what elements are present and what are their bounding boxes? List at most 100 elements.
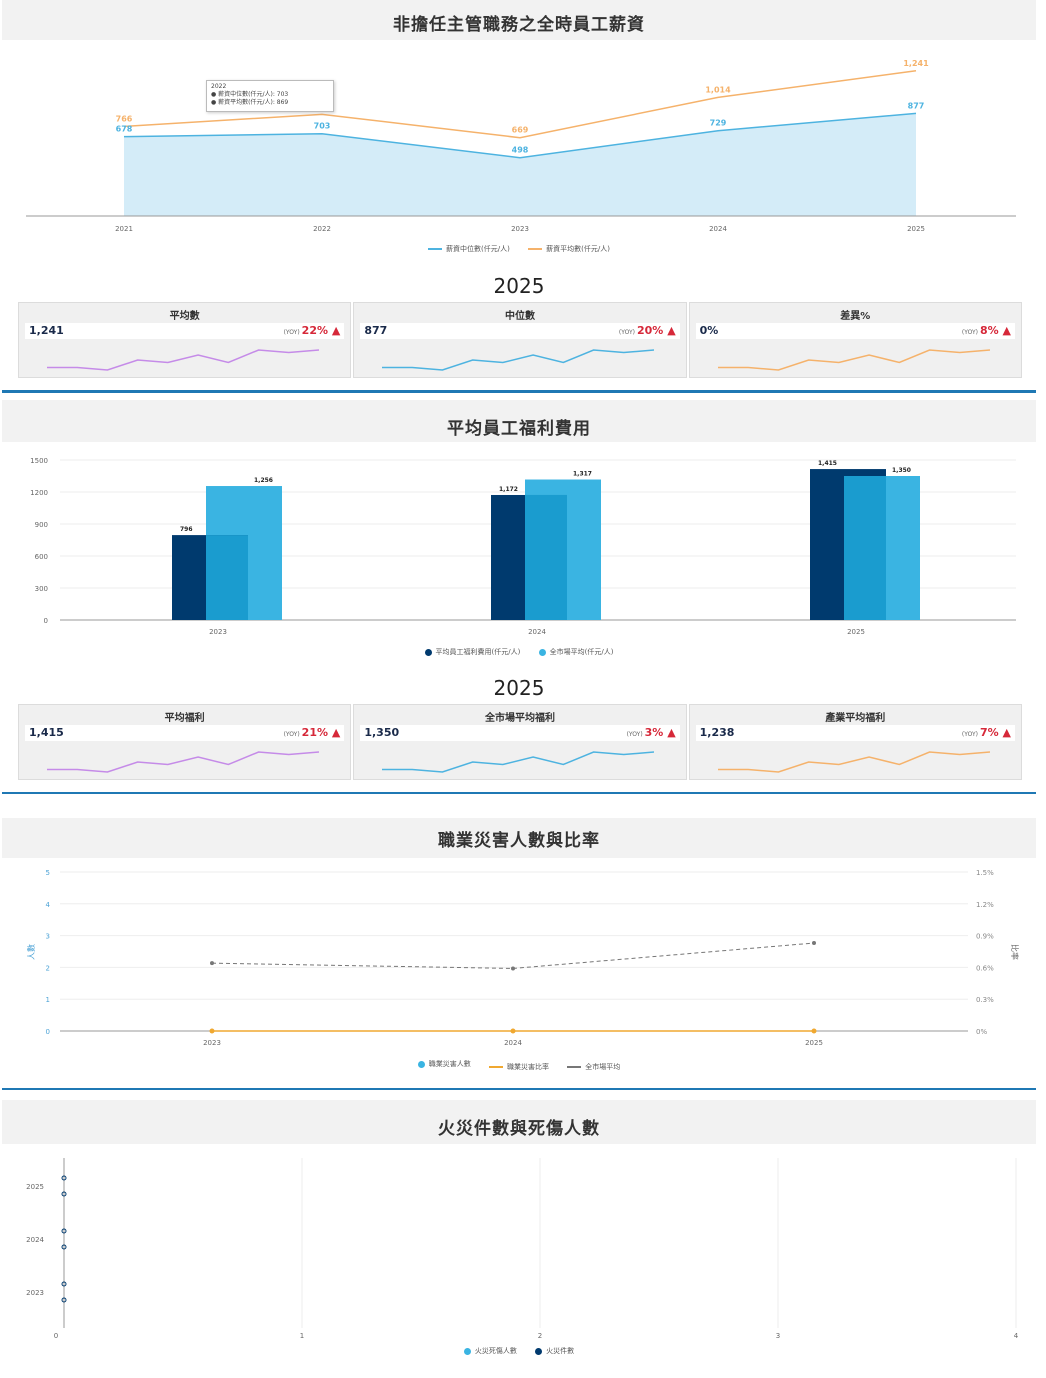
mean-data-label: 1,014	[705, 85, 731, 94]
kpi-value: 1,238	[699, 726, 735, 739]
injury-rate-point	[811, 1028, 817, 1034]
legend-median[interactable]: 薪資中位數(仟元/人)	[428, 244, 510, 254]
market-average-point	[511, 966, 515, 971]
section-divider	[2, 390, 1036, 393]
y-tick-label: 600	[35, 553, 48, 561]
legend-fire-count[interactable]: 火災件數	[535, 1346, 574, 1356]
y-tick-label: 2023	[26, 1289, 44, 1297]
legend-own-welfare[interactable]: 平均員工福利費用(仟元/人)	[424, 647, 520, 657]
own-welfare-data-label: 1,415	[818, 460, 837, 467]
sparkline	[717, 349, 990, 371]
kpi-value: 877	[364, 324, 388, 337]
y-right-tick-label: 1.2%	[976, 901, 994, 909]
fire-casualty-point	[61, 1297, 67, 1303]
welfare-title-band	[2, 400, 1036, 442]
y-left-tick-label: 4	[46, 901, 51, 909]
median-line	[123, 112, 917, 159]
market-welfare-data-label: 1,317	[573, 471, 592, 478]
sparkline-path	[717, 751, 990, 773]
y-left-tick-label: 3	[46, 933, 50, 941]
injury-title-band	[2, 818, 1036, 858]
y-left-tick-label: 0	[46, 1028, 50, 1036]
y-tick-label: 900	[35, 521, 48, 529]
y-tick-label: 2025	[26, 1183, 44, 1191]
market-welfare-data-label: 1,256	[254, 477, 273, 484]
x-tick-label: 2	[538, 1332, 542, 1340]
mean-data-label: 669	[512, 126, 529, 135]
fire-count-point	[61, 1228, 67, 1234]
kpi-yoy: (YOY) 21% ▲	[283, 726, 341, 739]
salary-title: 非擔任主管職務之全時員工薪資	[393, 15, 645, 35]
kpi-yoy: (YOY) 20% ▲	[618, 324, 676, 337]
kpi-label: 差異%	[840, 311, 871, 322]
salary-kpi-cards: 平均數 1,241 (YOY) 22% ▲ 中位數 877 (YOY) 20% ▲ …	[18, 302, 1022, 378]
median-area	[124, 113, 916, 216]
bar-overlap	[206, 535, 248, 620]
salary-year-heading: 2025	[493, 274, 545, 298]
welfare-title: 平均員工福利費用	[447, 419, 591, 439]
kpi-label: 全市場平均福利	[484, 713, 555, 724]
y-tick-label: 2024	[26, 1236, 44, 1244]
median-data-label: 729	[710, 119, 727, 128]
sparkline	[47, 349, 319, 371]
kpi-value: 1,350	[364, 726, 400, 739]
kpi-label: 產業平均福利	[825, 713, 886, 724]
own-welfare-data-label: 796	[180, 526, 193, 533]
fire-casualty-point	[61, 1191, 67, 1197]
market-average-line	[211, 942, 815, 969]
median-data-label: 877	[908, 101, 925, 110]
up-triangle-icon: ▲	[667, 726, 676, 739]
median-data-label: 498	[512, 146, 529, 155]
legend-mean[interactable]: 薪資平均數(仟元/人)	[528, 244, 610, 254]
kpi-value: 1,241	[29, 324, 64, 337]
injury-rate-point	[510, 1028, 516, 1034]
x-tick-label: 1	[300, 1332, 304, 1340]
kpi-value-box: 1,350 (YOY) 3% ▲	[360, 725, 680, 741]
sparkline-path	[382, 349, 655, 371]
welfare-section: 平均員工福利費用 0 300 600 900 1200 1500 796 1,256 2023 1…	[2, 400, 1036, 790]
mean-data-label: 1,241	[903, 59, 929, 68]
kpi-yoy: (YOY) 3% ▲	[626, 726, 676, 739]
legend-market-average[interactable]: 全市場平均	[567, 1062, 620, 1072]
market-welfare-data-label: 1,350	[892, 467, 911, 474]
injury-rate-point	[209, 1028, 215, 1034]
kpi-card: 全市場平均福利 1,350 (YOY) 3% ▲	[353, 704, 687, 780]
x-tick-label: 3	[776, 1332, 780, 1340]
legend-fire-casualties[interactable]: 火災死傷人數	[463, 1346, 517, 1356]
kpi-value-box: 1,241 (YOY) 22% ▲	[25, 323, 345, 339]
injury-section: 職業災害人數與比率 0 0% 1 0.3% 2 0.6% 3 0.9% 4 1.2% 5 1.5% 人數…	[2, 818, 1036, 1086]
x-tick-label: 2024	[504, 1039, 522, 1047]
salary-tooltip: 2022 ● 薪資中位數(仟元/人): 703 ● 薪資平均數(仟元/人): 8…	[206, 80, 334, 112]
sparkline-path	[47, 751, 319, 773]
legend-injury-rate[interactable]: 職業災害比率	[489, 1062, 549, 1072]
x-tick-label: 2023	[511, 225, 529, 233]
x-tick-label: 2023	[203, 1039, 221, 1047]
legend-injury-count[interactable]: 職業災害人數	[417, 1059, 471, 1069]
injury-legend: 職業災害人數 職業災害比率 全市場平均	[2, 1059, 1036, 1072]
injury-chart: 0 0% 1 0.3% 2 0.6% 3 0.9% 4 1.2% 5 1.5% 人數 比率 2023 2024…	[26, 869, 1020, 1047]
section-divider	[2, 792, 1036, 794]
fire-section: 火災件數與死傷人數 0 1 2 3 4 2025 2024 2023 火災死傷人數 火災件數	[2, 1100, 1036, 1370]
fire-chart: 0 1 2 3 4 2025 2024 2023	[26, 1158, 1019, 1340]
kpi-value-box: 877 (YOY) 20% ▲	[360, 323, 680, 339]
welfare-chart: 0 300 600 900 1200 1500 796 1,256 2023 1,172 1,317…	[30, 457, 1016, 636]
kpi-label: 平均福利	[164, 713, 205, 724]
kpi-yoy: (YOY) 22% ▲	[283, 324, 341, 337]
tooltip-year: 2022	[211, 83, 227, 90]
own-welfare-data-label: 1,172	[499, 486, 518, 493]
legend-market-welfare[interactable]: 全市場平均(仟元/人)	[538, 647, 613, 657]
kpi-yoy: (YOY) 7% ▲	[961, 726, 1011, 739]
kpi-value-box: 0% (YOY) 8% ▲	[695, 323, 1015, 339]
fire-count-point	[61, 1281, 67, 1287]
tooltip-mean: ● 薪資平均數(仟元/人): 869	[211, 99, 289, 106]
kpi-value-box: 1,238 (YOY) 7% ▲	[695, 725, 1015, 741]
salary-legend: 薪資中位數(仟元/人) 薪資平均數(仟元/人)	[2, 244, 1036, 254]
y-left-tick-label: 5	[46, 869, 50, 877]
kpi-card: 中位數 877 (YOY) 20% ▲	[353, 302, 687, 378]
sparkline	[47, 751, 319, 773]
kpi-card: 差異% 0% (YOY) 8% ▲	[688, 302, 1022, 378]
x-tick-label: 2025	[805, 1039, 823, 1047]
x-tick-label: 0	[54, 1332, 58, 1340]
sparkline	[717, 751, 990, 773]
fire-title-band	[2, 1100, 1036, 1144]
